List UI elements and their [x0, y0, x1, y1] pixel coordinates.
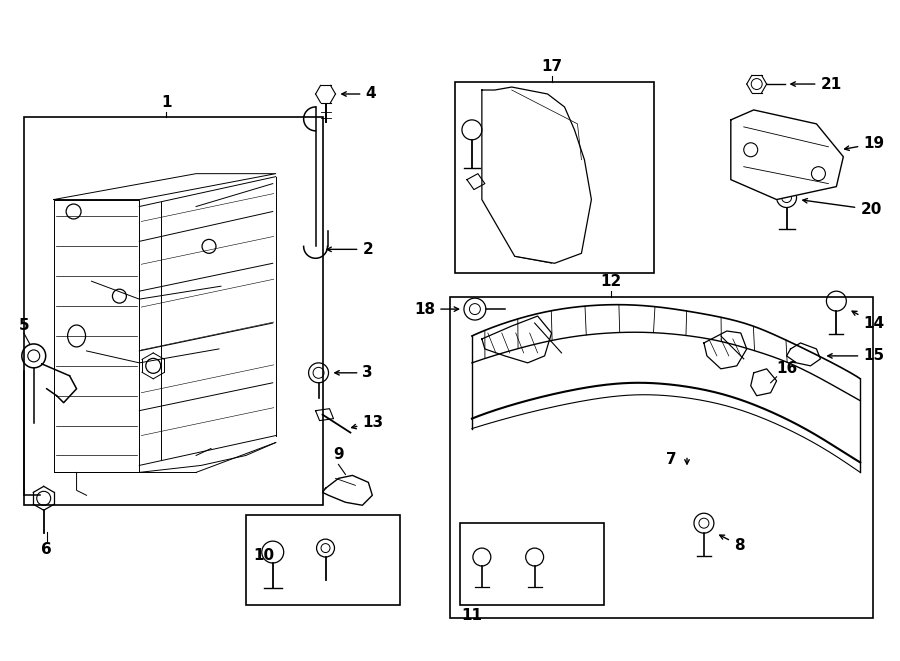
Text: 8: 8 [720, 535, 744, 553]
Bar [246, 515, 400, 605]
Text: 2: 2 [327, 242, 374, 257]
Text: 15: 15 [828, 348, 885, 364]
Text: 7: 7 [666, 453, 677, 467]
Text: 17: 17 [541, 59, 562, 74]
Polygon shape [731, 110, 843, 200]
Text: 20: 20 [803, 198, 882, 217]
Text: 11: 11 [462, 608, 482, 623]
Text: 6: 6 [41, 542, 52, 557]
Text: 18: 18 [414, 301, 435, 317]
Text: 3: 3 [335, 366, 373, 380]
Bar [455, 82, 654, 273]
Text: 19: 19 [844, 136, 885, 151]
Text: 14: 14 [852, 311, 885, 330]
Text: 5: 5 [19, 318, 29, 333]
Text: 1: 1 [161, 95, 171, 110]
Text: 12: 12 [600, 274, 622, 289]
Text: 4: 4 [342, 87, 376, 102]
Text: 9: 9 [333, 447, 344, 463]
Text: 21: 21 [791, 77, 842, 91]
Bar [450, 297, 873, 618]
Bar [23, 117, 322, 505]
Text: 13: 13 [352, 415, 383, 430]
Text: 16: 16 [777, 361, 798, 376]
Text: 10: 10 [253, 547, 274, 563]
Bar [460, 524, 604, 605]
